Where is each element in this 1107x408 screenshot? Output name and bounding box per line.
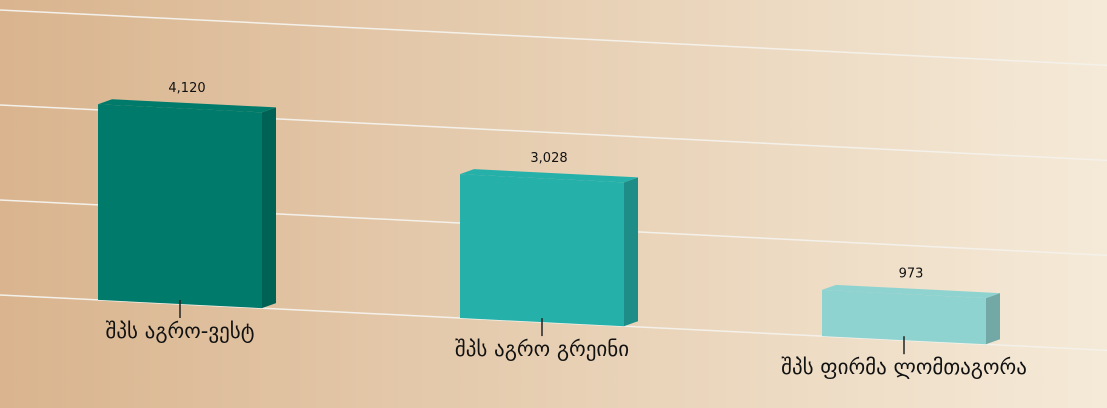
bar-side xyxy=(986,293,1000,345)
value-label: 4,120 xyxy=(168,81,205,96)
bar-side xyxy=(262,107,276,309)
bar xyxy=(822,289,986,345)
x-tick-label: შპს აგრო გრეინი xyxy=(455,337,629,361)
x-tick-label: შპს აგრო-ვესტ xyxy=(106,319,255,343)
bar xyxy=(98,104,262,309)
bar-top xyxy=(98,99,276,113)
x-tick-label: შპს ფირმა ლომთაგორა xyxy=(781,355,1027,379)
bar-side xyxy=(624,177,638,327)
bar xyxy=(460,174,624,327)
bar-top xyxy=(822,284,1000,299)
value-label: 3,028 xyxy=(530,151,567,166)
grid-line xyxy=(0,9,1107,67)
bar-top xyxy=(460,169,638,183)
value-label: 973 xyxy=(899,266,924,281)
